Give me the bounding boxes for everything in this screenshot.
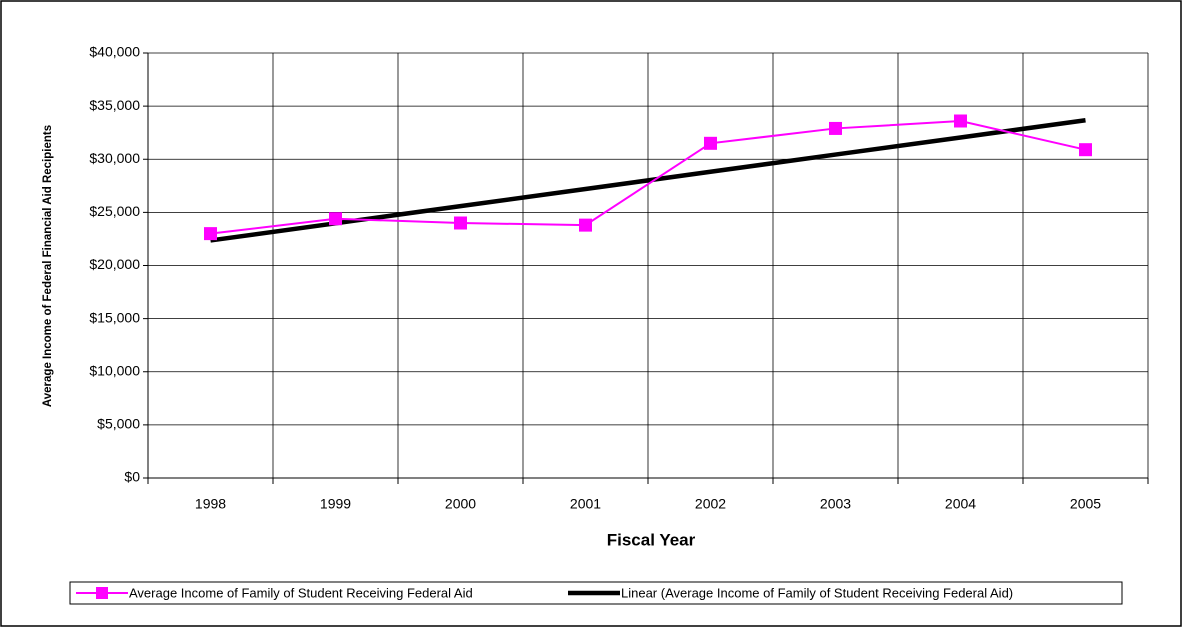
marker: [454, 216, 467, 230]
marker: [954, 114, 967, 128]
y-tick-label: $15,000: [89, 309, 140, 325]
x-tick-label: 2005: [1070, 496, 1101, 512]
x-tick-label: 1998: [195, 496, 226, 512]
y-tick-label: $25,000: [89, 203, 140, 219]
x-tick-label: 2002: [695, 496, 726, 512]
y-axis-title: Average Income of Federal Financial Aid …: [42, 125, 54, 407]
y-tick-label: $20,000: [89, 256, 140, 272]
x-tick-label: 2004: [945, 496, 976, 512]
x-tick-label: 2000: [445, 496, 476, 512]
marker: [204, 227, 217, 241]
marker: [704, 136, 717, 150]
x-tick-label: 2001: [570, 496, 601, 512]
y-tick-label: $5,000: [97, 416, 140, 432]
y-tick-label: $35,000: [89, 97, 140, 113]
legend-label: Linear (Average Income of Family of Stud…: [621, 585, 1013, 600]
y-tick-label: $0: [124, 469, 140, 485]
y-tick-label: $30,000: [89, 150, 140, 166]
y-tick-label: $40,000: [89, 44, 140, 60]
legend-label: Average Income of Family of Student Rece…: [129, 585, 473, 600]
x-tick-label: 1999: [320, 496, 351, 512]
marker: [329, 212, 342, 226]
marker: [1079, 143, 1092, 157]
y-tick-label: $10,000: [89, 362, 140, 378]
marker: [829, 121, 842, 135]
x-tick-label: 2003: [820, 496, 851, 512]
marker: [579, 218, 592, 232]
series-line: [210, 119, 1086, 235]
legend-marker: [96, 587, 108, 599]
x-axis-title: Fiscal Year: [607, 530, 696, 549]
